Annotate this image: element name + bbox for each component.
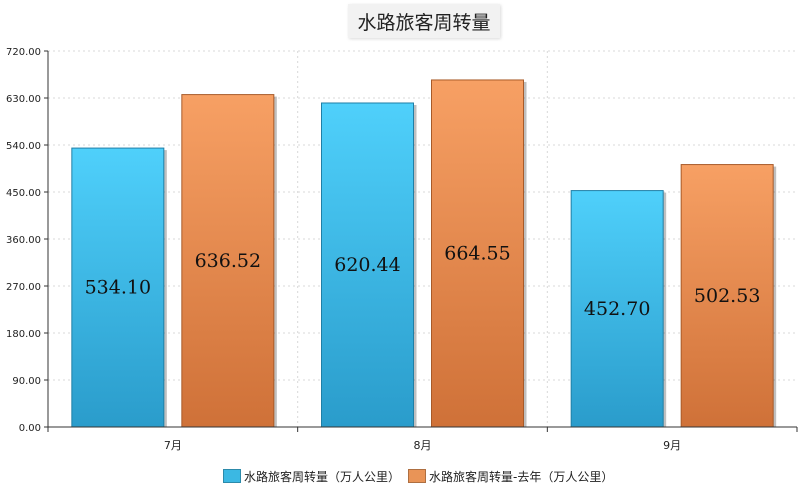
bars-layer: 534.10 636.52 620.44 664.55 452.70 502.53 [71,79,777,428]
y-tick-label: 630.00 [6,94,41,105]
legend-item-current[interactable]: 水路旅客周转量（万人公里） [223,468,400,485]
bar-value-label: 534.10 [85,277,151,299]
bar-value-label: 452.70 [584,298,650,320]
y-tick-label: 720.00 [6,47,41,58]
chart-title: 水路旅客周转量 [357,11,491,34]
legend-label-current: 水路旅客周转量（万人公里） [244,469,401,484]
legend-swatch-current [223,469,241,483]
y-tick-label: 180.00 [6,329,41,340]
bar-value-label: 502.53 [694,285,760,307]
bar-value-label: 636.52 [195,250,261,272]
bar-current [71,147,165,428]
legend-swatch-last-year [408,469,427,483]
y-tick-label: 270.00 [6,282,41,293]
bar-current [321,102,414,428]
y-tick-label: 450.00 [6,188,41,199]
bar-current [570,190,664,428]
y-tick-label: 540.00 [6,141,41,152]
bar-value-label: 664.55 [444,242,510,264]
axis-layer: 0.00 90.00 180.00 270.00 360.00 450.00 540.00 6… [6,47,798,452]
x-tick-label: 9月 [663,439,681,452]
y-tick-label: 90.00 [12,376,41,387]
bar-last-year [680,164,774,428]
y-tick-label: 360.00 [6,235,41,246]
x-tick-label: 8月 [414,439,432,452]
x-tick-label: 7月 [164,439,182,452]
legend: 水路旅客周转量（万人公里） 水路旅客周转量-去年（万人公里） [223,467,621,485]
legend-label-last-year: 水路旅客周转量-去年（万人公里） [429,469,614,484]
bar-last-year [181,94,275,428]
bar-last-year [431,79,524,428]
chart-title-box: 水路旅客周转量 [348,4,500,38]
y-tick-label: 0.00 [19,423,41,434]
bar-value-label: 620.44 [334,254,400,276]
legend-item-last-year[interactable]: 水路旅客周转量-去年（万人公里） [408,468,613,485]
